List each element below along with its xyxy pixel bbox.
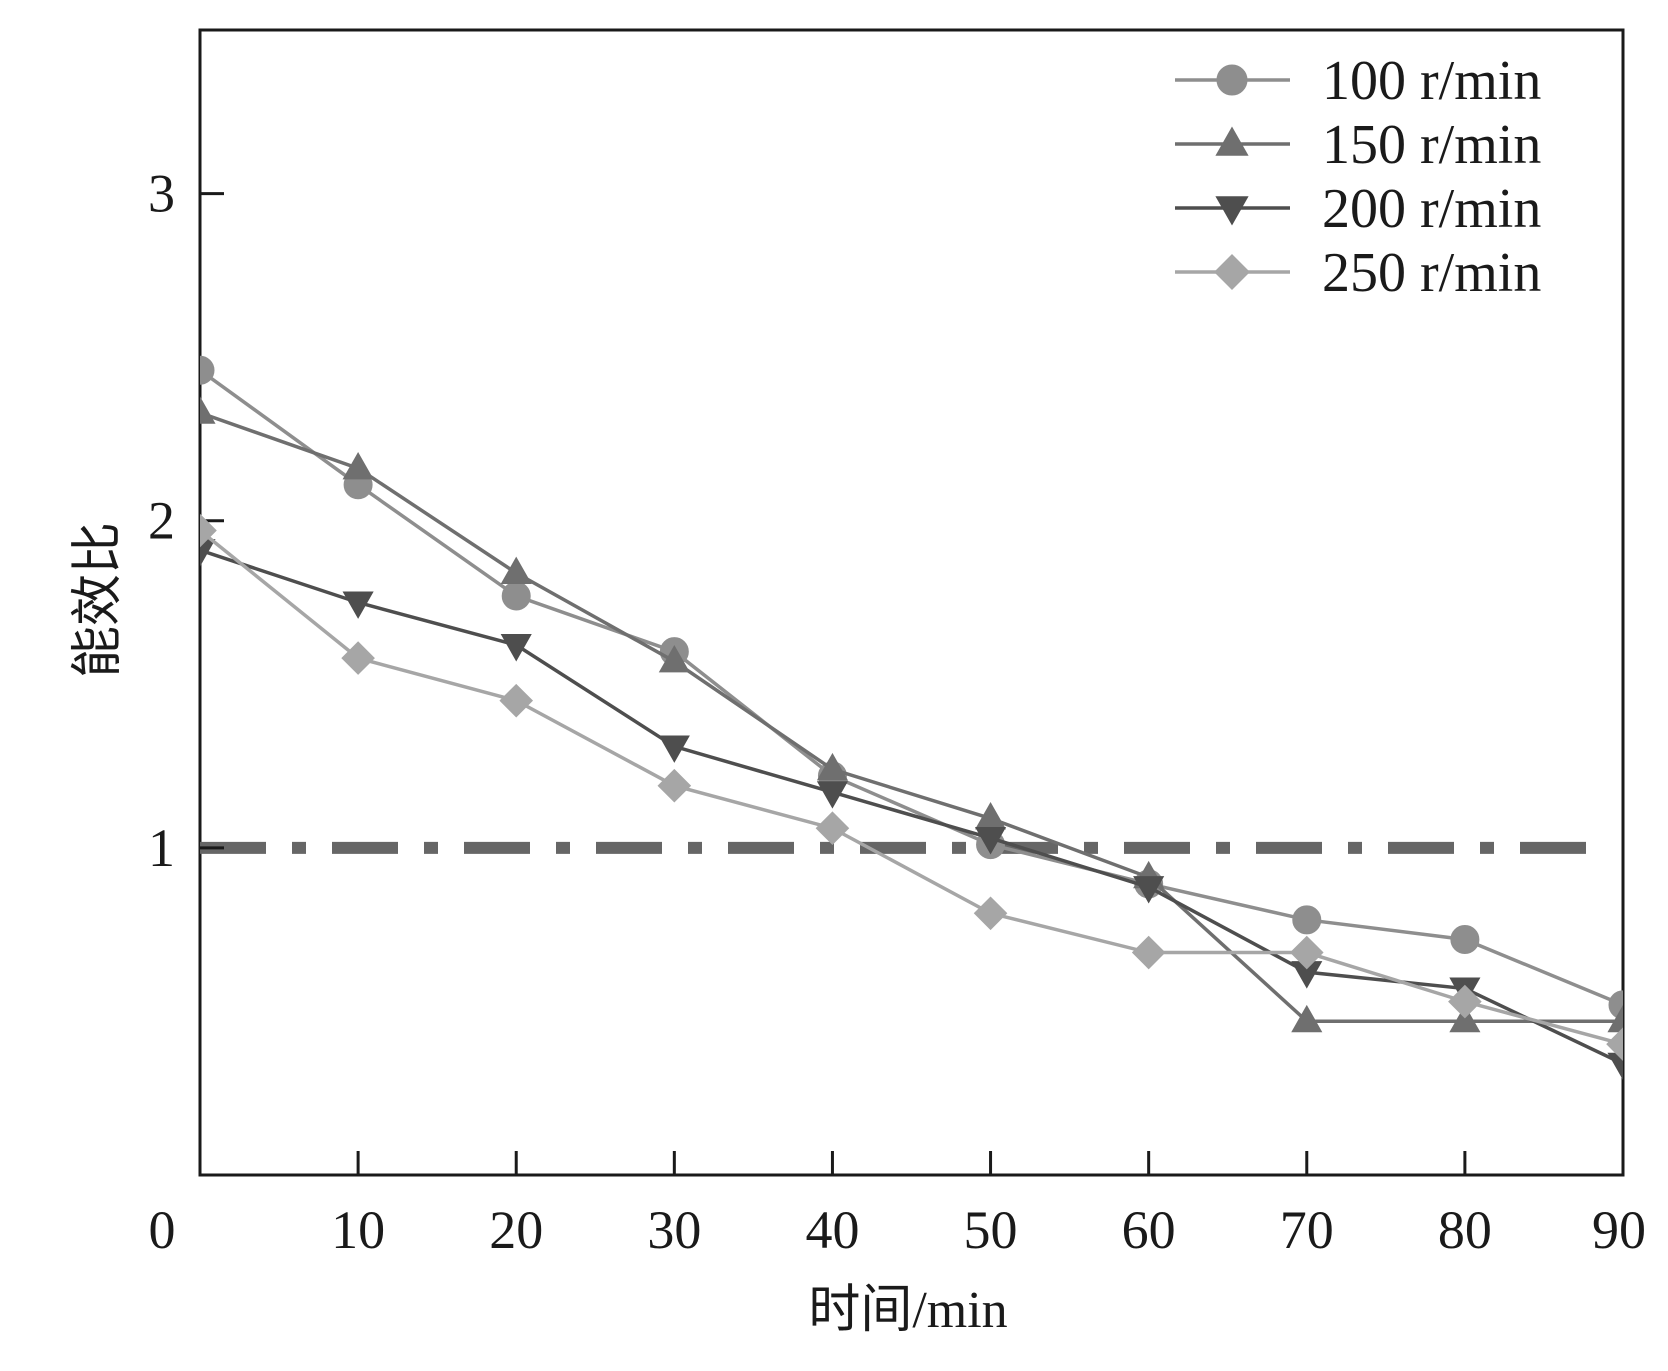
data-point-marker — [200, 539, 216, 567]
data-point-marker — [200, 396, 216, 424]
data-point-marker — [501, 581, 531, 611]
legend-marker — [1214, 254, 1250, 290]
legend-marker — [1216, 64, 1248, 96]
x-axis-label: 时间/min — [808, 1282, 1007, 1339]
data-point-marker — [1449, 1004, 1481, 1033]
data-point-marker — [1450, 924, 1480, 954]
legend-item: 150 r/min — [1175, 114, 1541, 176]
data-point-marker — [974, 827, 1007, 855]
x-tick-label: 70 — [1280, 1200, 1334, 1260]
data-point-marker — [816, 752, 849, 781]
x-tick-label: 90 — [1592, 1200, 1646, 1260]
y-tick-label: 3 — [148, 164, 175, 224]
x-tick-label: 10 — [331, 1200, 385, 1260]
plot-frame — [198, 28, 1625, 1177]
data-point-marker — [200, 513, 217, 548]
data-point-marker — [973, 896, 1008, 931]
data-point-marker — [1607, 1004, 1623, 1033]
data-point-marker — [500, 556, 532, 585]
data-point-marker — [1131, 935, 1166, 970]
series-150-r-min — [200, 396, 1623, 1033]
x-tick-label: 0 — [149, 1200, 176, 1260]
data-point-marker — [1289, 935, 1324, 970]
x-tick-label: 60 — [1122, 1200, 1176, 1260]
data-point-marker — [342, 591, 374, 619]
data-point-marker — [1607, 1052, 1623, 1081]
data-point-marker — [657, 768, 692, 803]
legend-label: 250 r/min — [1322, 242, 1541, 304]
legend-label: 200 r/min — [1322, 178, 1541, 240]
series-line — [200, 411, 1623, 1023]
data-point-marker — [658, 644, 690, 673]
legend-marker — [1215, 126, 1249, 156]
legend-label: 100 r/min — [1322, 50, 1541, 112]
x-axis-ticks: 0 10 20 30 40 50 60 70 80 90 — [149, 1151, 1646, 1260]
x-tick-label: 50 — [964, 1200, 1018, 1260]
y-tick-label: 1 — [148, 818, 175, 878]
series-250-r-min — [200, 513, 1623, 1061]
data-point-marker — [342, 451, 374, 480]
data-point-marker — [816, 781, 849, 809]
legend-item: 200 r/min — [1175, 178, 1541, 240]
data-point-marker — [500, 634, 532, 662]
series-line — [200, 529, 1623, 1046]
series-100-r-min — [200, 355, 1623, 1020]
data-point-marker — [499, 683, 534, 718]
x-tick-label: 80 — [1438, 1200, 1492, 1260]
data-point-marker — [1292, 905, 1322, 935]
series-layer — [200, 355, 1623, 1081]
series-line — [200, 368, 1623, 1007]
data-point-marker — [341, 641, 375, 675]
plot-area — [200, 355, 1623, 1081]
series-line — [200, 548, 1623, 1066]
data-point-marker — [1606, 1027, 1623, 1061]
legend-item: 250 r/min — [1175, 242, 1541, 304]
legend-label: 150 r/min — [1322, 114, 1541, 176]
y-axis-label: 能效比 — [70, 522, 127, 678]
data-point-marker — [815, 811, 850, 846]
legend-marker — [1215, 196, 1249, 226]
x-tick-label: 40 — [805, 1200, 859, 1260]
legend-item: 100 r/min — [1175, 50, 1541, 112]
data-point-marker — [1448, 984, 1482, 1019]
data-point-marker — [1133, 876, 1165, 904]
x-tick-label: 20 — [489, 1200, 543, 1260]
x-tick-label: 30 — [647, 1200, 701, 1260]
y-axis-ticks: 1 2 3 — [148, 164, 224, 878]
series-200-r-min — [200, 539, 1623, 1081]
data-point-marker — [658, 735, 690, 763]
data-point-marker — [1291, 1004, 1323, 1033]
y-tick-label: 2 — [148, 491, 175, 551]
data-point-marker — [200, 355, 215, 385]
